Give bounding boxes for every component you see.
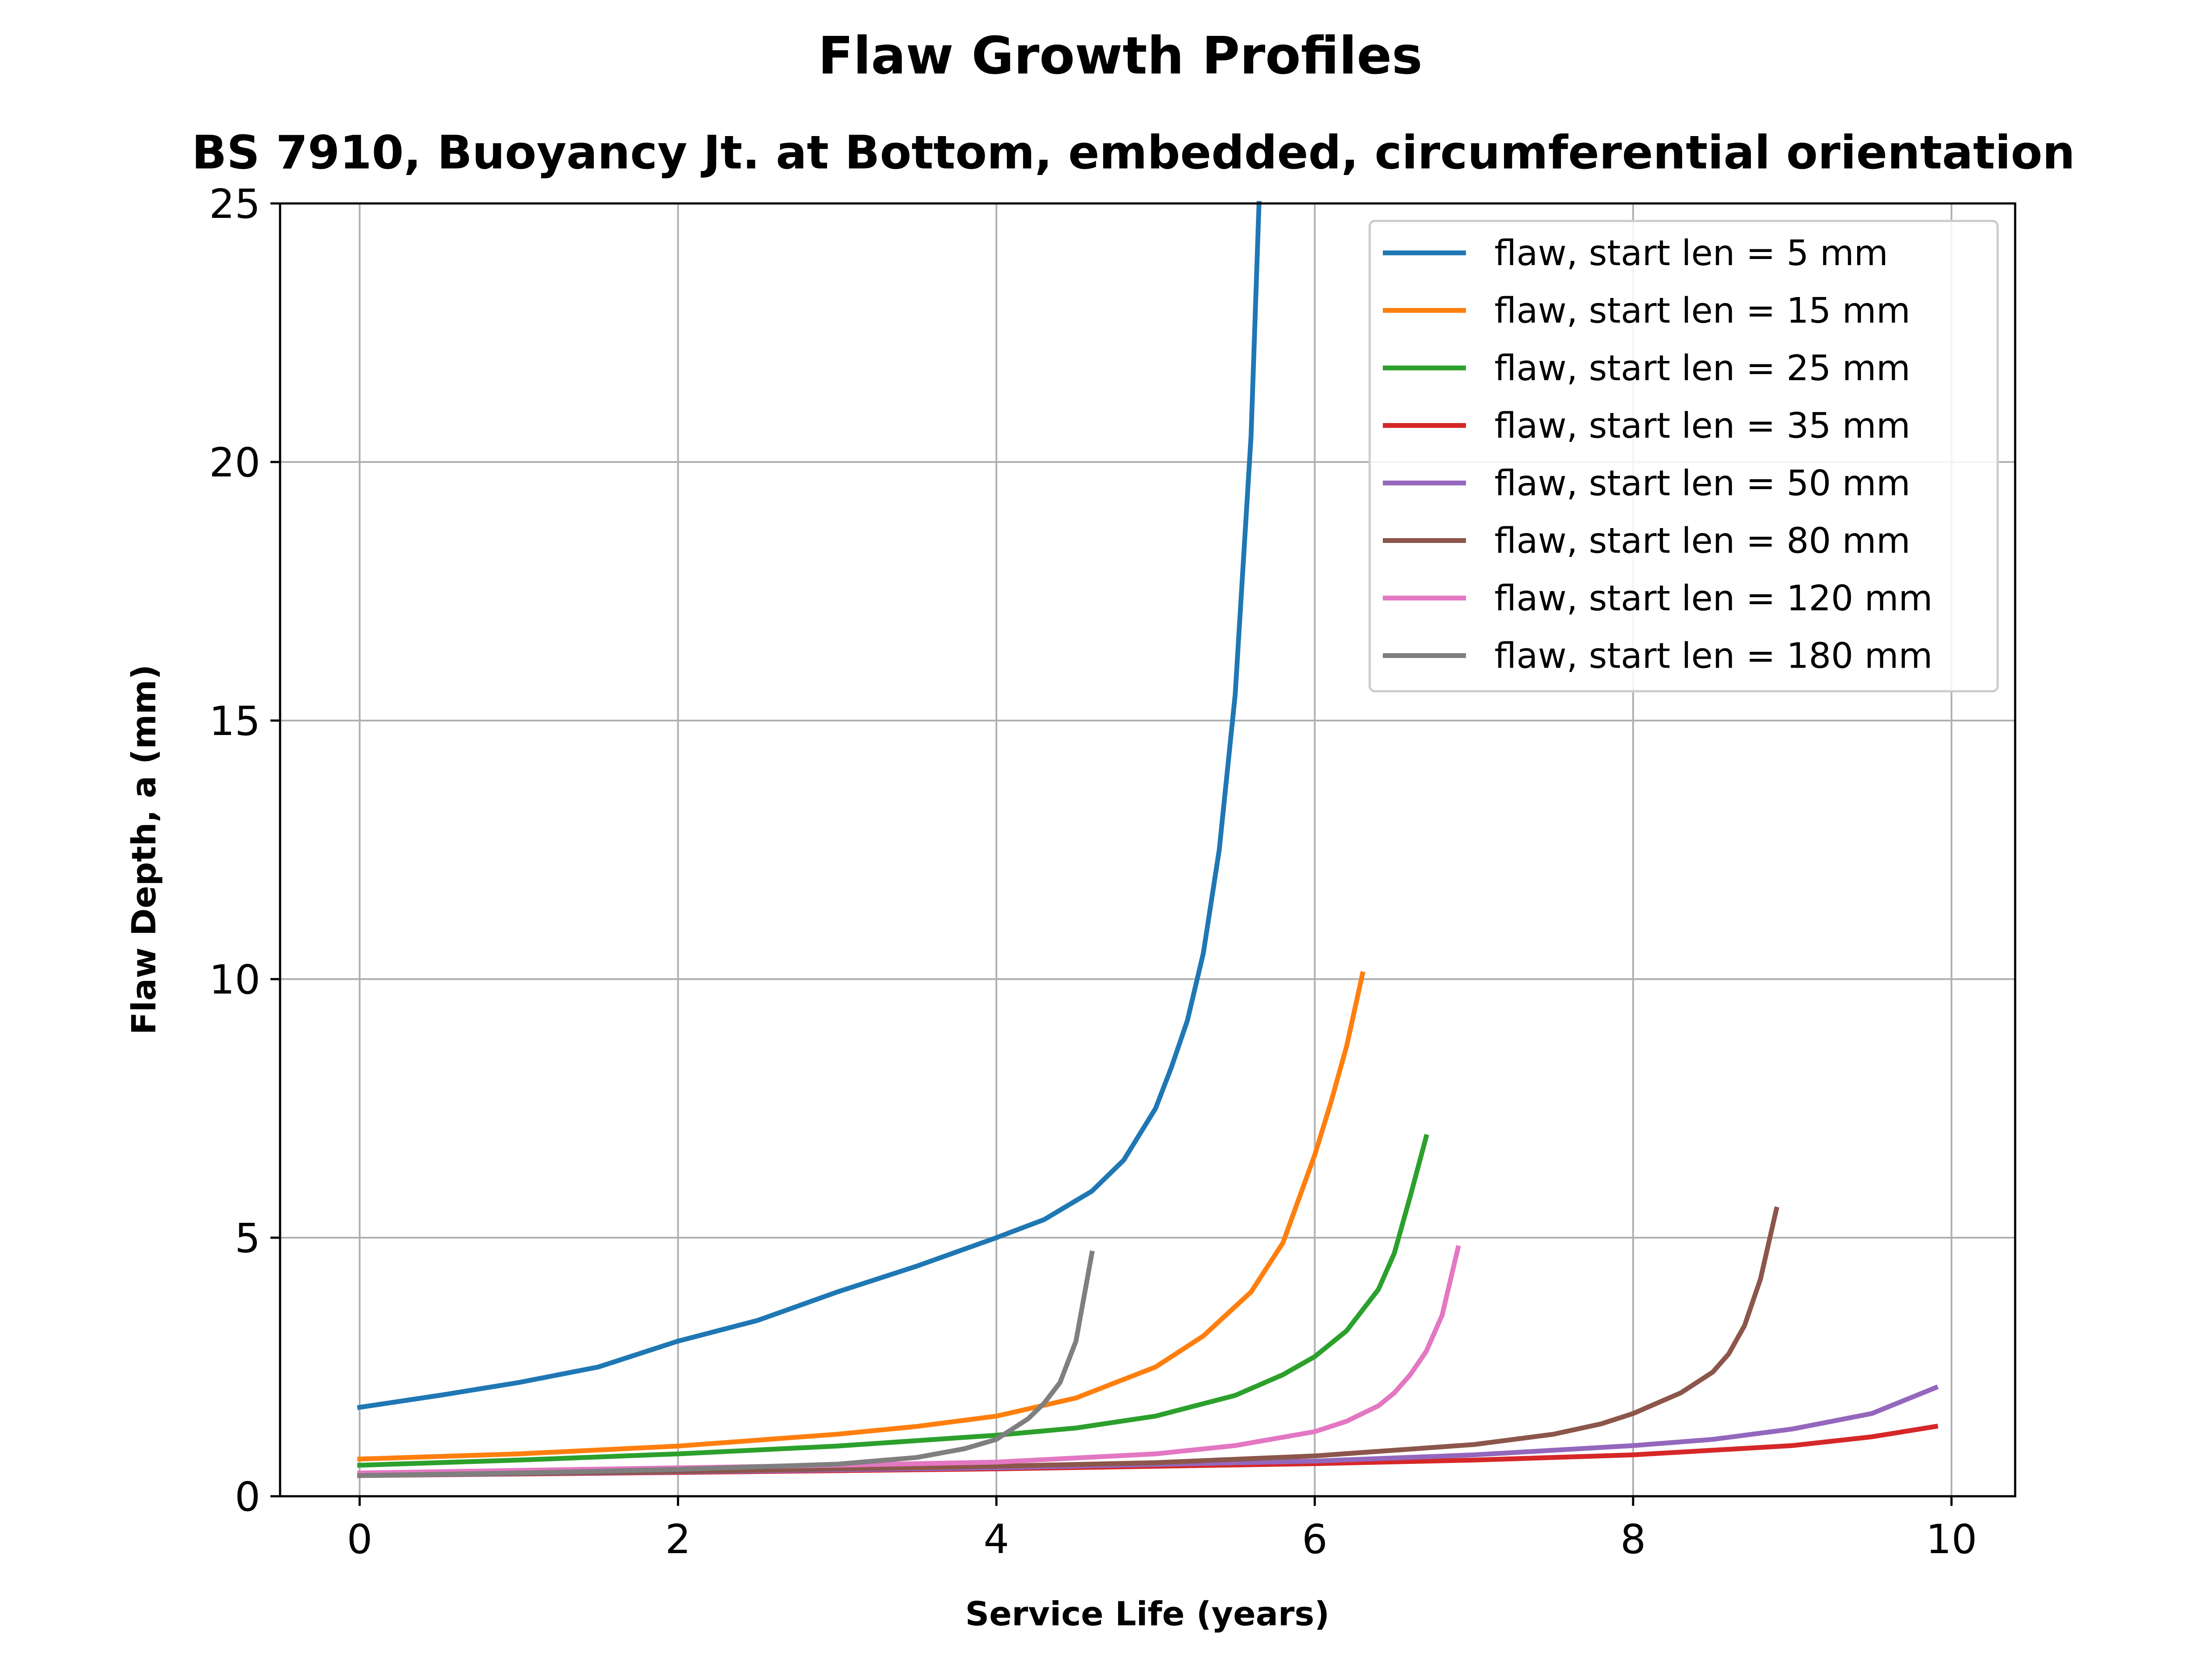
chart-title: Flaw Growth Profiles — [818, 25, 1422, 86]
series-line-1 — [357, 201, 1262, 1410]
y-tick-label: 25 — [209, 181, 260, 228]
y-tick-label: 15 — [209, 698, 260, 745]
y-tick-label: 20 — [209, 439, 260, 486]
series-line-6 — [357, 1206, 1779, 1478]
y-axis-label: Flaw Depth, a (mm) — [124, 665, 163, 1035]
x-axis-label: Service Life (years) — [965, 1594, 1330, 1633]
x-tick-label: 6 — [1302, 1516, 1328, 1563]
series-line-2 — [357, 971, 1366, 1462]
y-tick-label: 0 — [235, 1474, 260, 1520]
x-tick-label: 10 — [1926, 1516, 1977, 1563]
legend-label-3: flaw, start len = 25 mm — [1494, 348, 1911, 388]
legend: flaw, start len = 5 mm flaw, start len = … — [1368, 220, 1999, 693]
series-line-3 — [357, 1134, 1429, 1468]
series-line-8 — [357, 1250, 1095, 1478]
axis-ticks: 0 2 4 6 8 10 0 5 10 15 20 25 — [209, 181, 1977, 1563]
x-tick-label: 4 — [984, 1516, 1010, 1563]
legend-label-4: flaw, start len = 35 mm — [1494, 406, 1911, 446]
y-tick-label: 5 — [235, 1215, 260, 1262]
x-tick-label: 0 — [347, 1516, 373, 1563]
legend-box — [1368, 220, 1999, 693]
legend-label-7: flaw, start len = 120 mm — [1494, 578, 1932, 619]
legend-label-6: flaw, start len = 80 mm — [1494, 521, 1911, 561]
legend-label-5: flaw, start len = 50 mm — [1494, 463, 1911, 504]
chart-subtitle: BS 7910, Buoyancy Jt. at Bottom, embedde… — [192, 126, 2075, 179]
legend-label-1: flaw, start len = 5 mm — [1494, 233, 1888, 273]
plot-frame — [279, 202, 2016, 1498]
x-tick-label: 2 — [665, 1516, 691, 1563]
x-tick-label: 8 — [1620, 1516, 1646, 1563]
legend-label-2: flaw, start len = 15 mm — [1494, 290, 1911, 331]
data-series — [357, 201, 1939, 1478]
legend-label-8: flaw, start len = 180 mm — [1494, 636, 1932, 676]
y-tick-label: 10 — [209, 956, 260, 1003]
